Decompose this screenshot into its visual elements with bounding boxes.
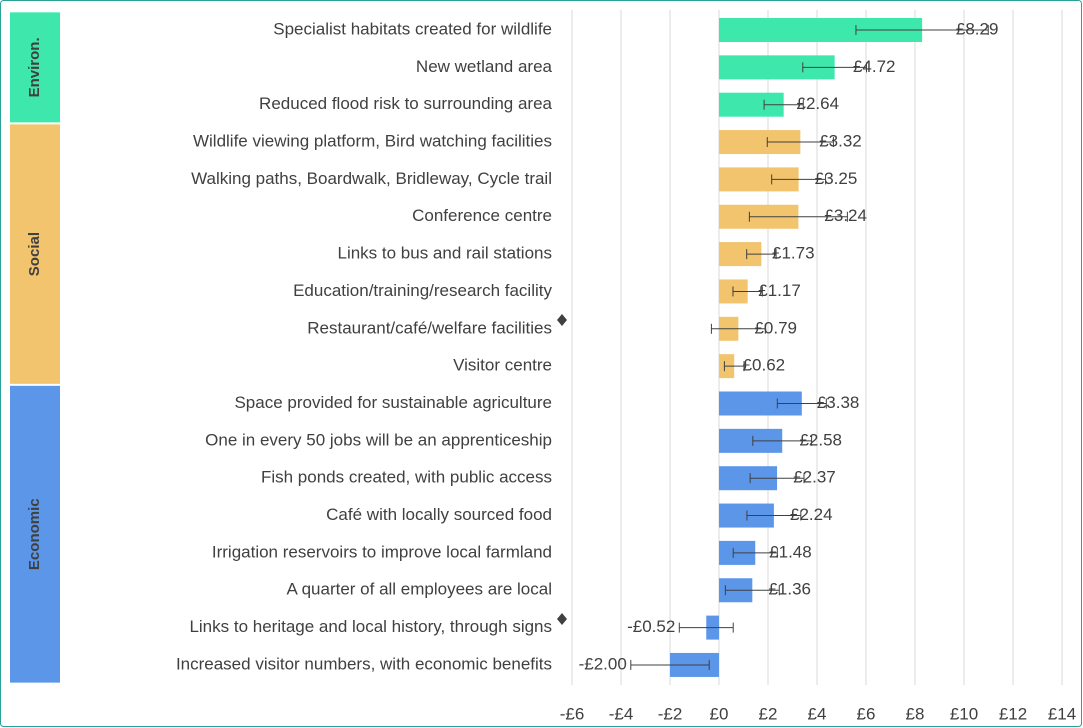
x-tick-label: -£6	[560, 704, 585, 723]
marker-diamond	[557, 613, 567, 625]
x-tick-label: -£2	[658, 704, 683, 723]
category-label: Restaurant/café/welfare facilities	[307, 318, 552, 337]
error-bar	[678, 622, 734, 633]
category-label: Conference centre	[412, 206, 552, 225]
error-bar	[732, 547, 778, 558]
x-tick-label: £14	[1048, 704, 1076, 723]
error-bar	[630, 659, 710, 670]
error-bar	[723, 361, 745, 372]
x-tick-label: £4	[808, 704, 827, 723]
x-tick-label: £10	[950, 704, 978, 723]
value-label: £2.64	[797, 94, 840, 113]
group-box	[10, 385, 60, 683]
category-label: A quarter of all employees are local	[286, 580, 552, 599]
value-label: £8.29	[956, 19, 999, 38]
category-label: New wetland area	[416, 57, 553, 76]
category-label: Visitor centre	[453, 356, 552, 375]
category-label: Wildlife viewing platform, Bird watching…	[193, 132, 552, 151]
error-bar	[710, 323, 766, 334]
category-label: Reduced flood risk to surrounding area	[259, 94, 552, 113]
value-label: £1.73	[772, 244, 815, 263]
x-tick-label: £8	[906, 704, 925, 723]
error-bar	[748, 211, 848, 222]
category-label: Specialist habitats created for wildlife	[273, 19, 552, 38]
value-label: £0.62	[743, 356, 786, 375]
value-label: £2.24	[790, 505, 833, 524]
bars	[630, 18, 989, 677]
category-label: Walking paths, Boardwalk, Bridleway, Cyc…	[191, 169, 552, 188]
value-label: £2.58	[799, 430, 842, 449]
category-label: Links to heritage and local history, thr…	[189, 617, 552, 636]
x-tick-label: £0	[710, 704, 729, 723]
error-bar	[771, 174, 827, 185]
value-label: £1.36	[768, 580, 811, 599]
x-tick-label: £2	[759, 704, 778, 723]
category-label: Links to bus and rail stations	[337, 244, 552, 263]
error-bar	[776, 398, 827, 409]
error-bar	[802, 62, 867, 73]
value-label: -£0.52	[627, 617, 675, 636]
group-label: Social	[26, 232, 43, 276]
error-bar	[763, 99, 804, 110]
category-label: Space provided for sustainable agricultu…	[234, 393, 552, 412]
group-label: Economic	[26, 498, 43, 570]
value-label: £3.38	[817, 393, 860, 412]
error-bar	[752, 435, 813, 446]
error-bar	[732, 286, 763, 297]
category-label: Education/training/research facility	[293, 281, 552, 300]
error-bar	[724, 585, 780, 596]
marker-diamond	[557, 314, 567, 326]
error-bar	[746, 510, 802, 521]
x-tick-label: -£4	[609, 704, 634, 723]
error-bar	[855, 25, 989, 35]
category-label: Irrigation reservoirs to improve local f…	[212, 542, 552, 561]
category-label: One in every 50 jobs will be an apprenti…	[205, 430, 552, 449]
x-tick-label: £6	[857, 704, 876, 723]
value-label: -£2.00	[579, 654, 627, 673]
value-label: £3.32	[819, 132, 862, 151]
grid	[571, 10, 1063, 685]
value-label: £0.79	[754, 318, 797, 337]
value-label: £3.25	[815, 169, 858, 188]
value-label: £1.17	[758, 281, 801, 300]
category-label: Fish ponds created, with public access	[261, 468, 552, 487]
group-label: Environ.	[26, 37, 43, 97]
value-label: £3.24	[824, 206, 867, 225]
group-box	[10, 12, 60, 123]
value-label: £4.72	[853, 57, 896, 76]
category-label: Café with locally sourced food	[326, 505, 552, 524]
error-bar	[746, 249, 777, 260]
error-bar	[749, 473, 805, 484]
value-label: £2.37	[793, 468, 836, 487]
error-bar	[766, 137, 834, 148]
x-tick-label: £12	[999, 704, 1027, 723]
category-label: Increased visitor numbers, with economic…	[176, 654, 552, 673]
group-box	[10, 124, 60, 384]
value-label: £1.48	[769, 542, 812, 561]
